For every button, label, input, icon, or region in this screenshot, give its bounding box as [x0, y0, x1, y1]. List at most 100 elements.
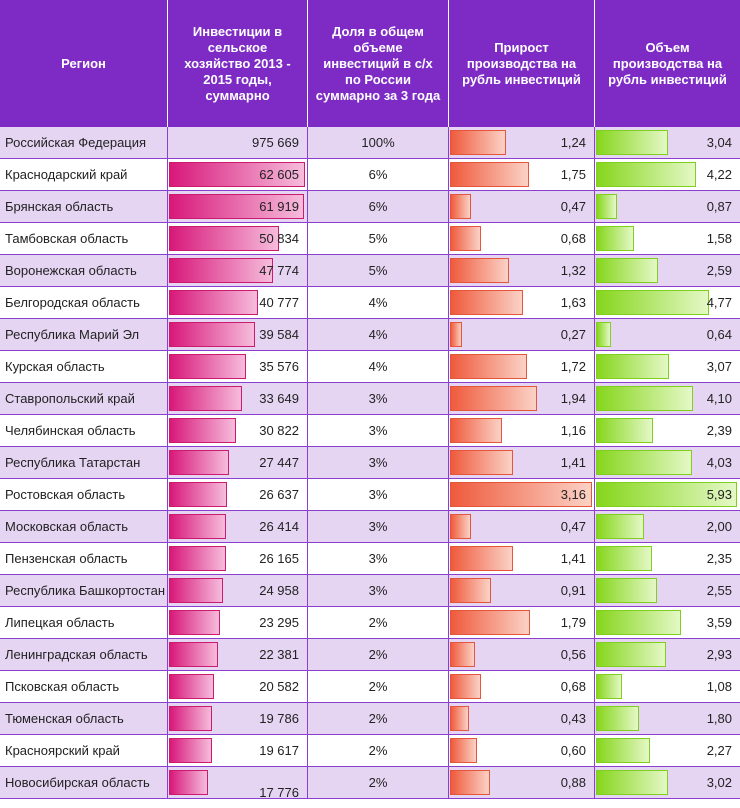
growth-cell[interactable]: 1,16 [449, 415, 595, 446]
table-row[interactable]: Челябинская область 30 822 3% 1,16 2,39 [0, 415, 740, 447]
investment-cell[interactable]: 62 605 [168, 159, 308, 190]
growth-cell[interactable]: 1,41 [449, 447, 595, 478]
share-cell[interactable]: 3% [308, 543, 449, 574]
region-cell[interactable]: Российская Федерация [0, 127, 168, 158]
table-row[interactable]: Республика Татарстан 27 447 3% 1,41 4,03 [0, 447, 740, 479]
region-cell[interactable]: Брянская область [0, 191, 168, 222]
region-cell[interactable]: Новосибирская область [0, 767, 168, 798]
growth-cell[interactable]: 1,63 [449, 287, 595, 318]
region-cell[interactable]: Псковская область [0, 671, 168, 702]
table-row[interactable]: Тюменская область 19 786 2% 0,43 1,80 [0, 703, 740, 735]
investment-cell[interactable]: 17 776 [168, 767, 308, 800]
growth-cell[interactable]: 1,94 [449, 383, 595, 414]
investment-cell[interactable]: 26 165 [168, 543, 308, 574]
investment-cell[interactable]: 27 447 [168, 447, 308, 478]
share-cell[interactable]: 6% [308, 191, 449, 222]
investment-cell[interactable]: 40 777 [168, 287, 308, 318]
volume-cell[interactable]: 4,77 [595, 287, 740, 318]
investment-cell[interactable]: 22 381 [168, 639, 308, 670]
table-row[interactable]: Ростовская область 26 637 3% 3,16 5,93 [0, 479, 740, 511]
growth-cell[interactable]: 0,88 [449, 767, 595, 798]
share-cell[interactable]: 2% [308, 671, 449, 702]
volume-cell[interactable]: 4,10 [595, 383, 740, 414]
table-row[interactable]: Краснодарский край 62 605 6% 1,75 4,22 [0, 159, 740, 191]
share-cell[interactable]: 3% [308, 447, 449, 478]
table-row[interactable]: Московская область 26 414 3% 0,47 2,00 [0, 511, 740, 543]
growth-cell[interactable]: 1,79 [449, 607, 595, 638]
region-cell[interactable]: Краснодарский край [0, 159, 168, 190]
growth-cell[interactable]: 0,68 [449, 671, 595, 702]
investment-cell[interactable]: 19 617 [168, 735, 308, 766]
volume-cell[interactable]: 3,07 [595, 351, 740, 382]
volume-cell[interactable]: 3,04 [595, 127, 740, 158]
region-cell[interactable]: Воронежская область [0, 255, 168, 286]
region-cell[interactable]: Пензенская область [0, 543, 168, 574]
region-cell[interactable]: Красноярский край [0, 735, 168, 766]
growth-cell[interactable]: 1,32 [449, 255, 595, 286]
region-cell[interactable]: Республика Татарстан [0, 447, 168, 478]
table-row[interactable]: Воронежская область 47 774 5% 1,32 2,59 [0, 255, 740, 287]
investment-cell[interactable]: 975 669 [168, 127, 308, 158]
region-cell[interactable]: Республика Марий Эл [0, 319, 168, 350]
growth-cell[interactable]: 0,60 [449, 735, 595, 766]
region-cell[interactable]: Ленинградская область [0, 639, 168, 670]
volume-cell[interactable]: 2,00 [595, 511, 740, 542]
share-cell[interactable]: 2% [308, 607, 449, 638]
region-cell[interactable]: Тамбовская область [0, 223, 168, 254]
table-row[interactable]: Псковская область 20 582 2% 0,68 1,08 [0, 671, 740, 703]
header-region[interactable]: Регион [0, 0, 168, 127]
share-cell[interactable]: 2% [308, 639, 449, 670]
growth-cell[interactable]: 0,47 [449, 191, 595, 222]
growth-cell[interactable]: 0,56 [449, 639, 595, 670]
region-cell[interactable]: Курская область [0, 351, 168, 382]
share-cell[interactable]: 3% [308, 479, 449, 510]
growth-cell[interactable]: 1,72 [449, 351, 595, 382]
investment-cell[interactable]: 26 637 [168, 479, 308, 510]
table-row[interactable]: Республика Башкортостан 24 958 3% 0,91 2,55 [0, 575, 740, 607]
growth-cell[interactable]: 1,24 [449, 127, 595, 158]
share-cell[interactable]: 3% [308, 511, 449, 542]
share-cell[interactable]: 3% [308, 383, 449, 414]
header-investment[interactable]: Инвестиции в сельское хозяйство 2013 - 2… [168, 0, 308, 127]
growth-cell[interactable]: 0,47 [449, 511, 595, 542]
volume-cell[interactable]: 4,22 [595, 159, 740, 190]
header-growth[interactable]: Прирост производства на рубль инвестиций [449, 0, 595, 127]
table-row[interactable]: Новосибирская область 17 776 2% 0,88 3,02 [0, 767, 740, 800]
investment-cell[interactable]: 19 786 [168, 703, 308, 734]
region-cell[interactable]: Ставропольский край [0, 383, 168, 414]
volume-cell[interactable]: 0,64 [595, 319, 740, 350]
volume-cell[interactable]: 0,87 [595, 191, 740, 222]
investment-cell[interactable]: 30 822 [168, 415, 308, 446]
share-cell[interactable]: 100% [308, 127, 449, 158]
region-cell[interactable]: Ростовская область [0, 479, 168, 510]
investment-cell[interactable]: 61 919 [168, 191, 308, 222]
volume-cell[interactable]: 4,03 [595, 447, 740, 478]
region-cell[interactable]: Тюменская область [0, 703, 168, 734]
volume-cell[interactable]: 1,80 [595, 703, 740, 734]
table-row[interactable]: Ленинградская область 22 381 2% 0,56 2,93 [0, 639, 740, 671]
region-cell[interactable]: Челябинская область [0, 415, 168, 446]
table-row[interactable]: Российская Федерация 975 669 100% 1,24 3,04 [0, 127, 740, 159]
volume-cell[interactable]: 2,55 [595, 575, 740, 606]
table-row[interactable]: Брянская область 61 919 6% 0,47 0,87 [0, 191, 740, 223]
table-row[interactable]: Красноярский край 19 617 2% 0,60 2,27 [0, 735, 740, 767]
share-cell[interactable]: 2% [308, 767, 449, 798]
growth-cell[interactable]: 3,16 [449, 479, 595, 510]
investment-cell[interactable]: 20 582 [168, 671, 308, 702]
table-row[interactable]: Ставропольский край 33 649 3% 1,94 4,10 [0, 383, 740, 415]
share-cell[interactable]: 2% [308, 735, 449, 766]
growth-cell[interactable]: 0,68 [449, 223, 595, 254]
header-share[interactable]: Доля в общем объеме инвестиций в с/х по … [308, 0, 449, 127]
table-row[interactable]: Липецкая область 23 295 2% 1,79 3,59 [0, 607, 740, 639]
investment-cell[interactable]: 47 774 [168, 255, 308, 286]
growth-cell[interactable]: 1,41 [449, 543, 595, 574]
region-cell[interactable]: Липецкая область [0, 607, 168, 638]
share-cell[interactable]: 4% [308, 319, 449, 350]
table-row[interactable]: Республика Марий Эл 39 584 4% 0,27 0,64 [0, 319, 740, 351]
share-cell[interactable]: 6% [308, 159, 449, 190]
region-cell[interactable]: Белгородская область [0, 287, 168, 318]
volume-cell[interactable]: 5,93 [595, 479, 740, 510]
volume-cell[interactable]: 1,58 [595, 223, 740, 254]
share-cell[interactable]: 4% [308, 351, 449, 382]
growth-cell[interactable]: 0,91 [449, 575, 595, 606]
